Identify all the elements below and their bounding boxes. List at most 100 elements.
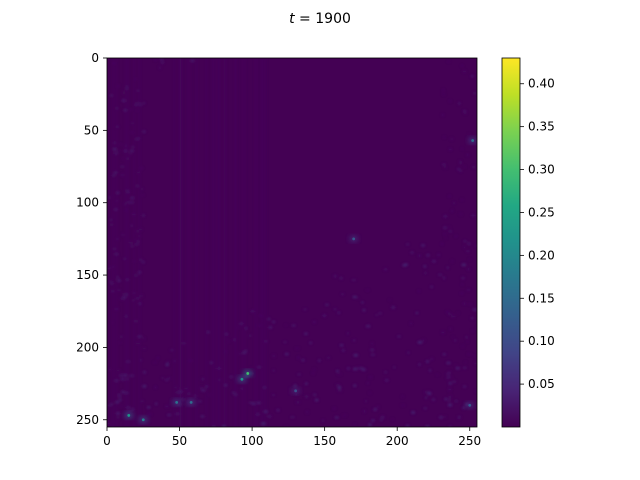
texture-speck [248, 402, 253, 404]
texture-stripe [219, 58, 221, 427]
texture-speck [143, 371, 146, 374]
texture-speck [402, 264, 407, 267]
texture-speck [417, 290, 420, 292]
texture-speck [315, 399, 319, 402]
texture-speck [467, 242, 471, 245]
texture-speck [140, 400, 144, 402]
texture-speck [362, 309, 366, 312]
texture-speck [120, 335, 123, 338]
texture-speck [256, 401, 261, 405]
texture-speck [153, 361, 157, 364]
texture-speck [155, 402, 158, 405]
texture-speck [427, 392, 432, 395]
x-tick-label: 250 [458, 434, 481, 448]
texture-speck [471, 214, 475, 217]
texture-speck [227, 340, 230, 343]
texture-speck [143, 102, 146, 105]
texture-speck [337, 311, 341, 314]
texture-speck [109, 94, 113, 97]
texture-speck [272, 394, 275, 396]
texture-speck [245, 374, 249, 378]
texture-speck [361, 301, 364, 304]
texture-speck [467, 289, 470, 291]
texture-speck [353, 354, 358, 357]
texture-speck [200, 378, 205, 381]
texture-speck [120, 372, 123, 374]
texture-speck [304, 332, 308, 335]
texture-speck [455, 400, 458, 402]
texture-speck [426, 360, 429, 363]
colorbar-frame [501, 57, 521, 428]
texture-speck [401, 404, 405, 406]
texture-speck [472, 308, 477, 311]
texture-speck [225, 333, 228, 336]
texture-speck [128, 241, 133, 244]
colorbar-gradient [502, 58, 520, 427]
texture-speck [267, 415, 272, 418]
texture-speck [233, 339, 235, 341]
texture-speck [126, 361, 131, 363]
texture-speck [217, 367, 222, 370]
texture-speck [461, 263, 466, 267]
x-tick-label: 100 [241, 434, 264, 448]
colorbar-ticks: 0.05 0.10 0.15 0.20 0.25 0.30 0.35 0.40 [520, 77, 555, 391]
texture-speck [295, 401, 300, 404]
texture-speck [135, 138, 138, 141]
texture-speck [200, 415, 205, 418]
texture-speck [119, 374, 123, 377]
hotspot-point [468, 403, 472, 407]
texture-speck [142, 337, 146, 340]
texture-speck [411, 411, 415, 414]
texture-speck [140, 294, 144, 297]
texture-speck [429, 369, 432, 372]
texture-speck [366, 382, 369, 384]
texture-speck [451, 260, 454, 263]
texture-speck [136, 229, 139, 233]
texture-speck [455, 367, 460, 370]
texture-speck [347, 367, 350, 370]
texture-speck [244, 350, 248, 352]
texture-speck [441, 331, 445, 334]
texture-speck [339, 344, 344, 347]
texture-speck [251, 402, 256, 405]
hotspot-layer [124, 137, 477, 423]
texture-speck [131, 122, 134, 124]
hotspot-point [471, 139, 475, 142]
texture-speck [118, 369, 120, 372]
texture-speck [120, 165, 124, 168]
texture-speck [114, 152, 118, 155]
texture-speck [335, 384, 340, 386]
texture-speck [437, 253, 440, 257]
texture-speck [311, 372, 315, 375]
texture-speck [120, 297, 124, 301]
texture-speck [251, 310, 254, 313]
texture-speck [131, 408, 134, 411]
texture-speck [462, 166, 466, 168]
texture-stripe [134, 58, 135, 427]
texture-speck [353, 367, 357, 371]
texture-speck [157, 357, 159, 359]
texture-speck [436, 374, 440, 376]
texture-speck [130, 245, 133, 248]
texture-speck [370, 348, 375, 351]
texture-speck [447, 400, 451, 402]
texture-speck [161, 377, 164, 379]
texture-speck [116, 191, 120, 194]
texture-speck [141, 188, 143, 190]
texture-speck [340, 293, 345, 295]
texture-speck [119, 398, 122, 402]
plot-frame [106, 57, 478, 428]
texture-speck [368, 423, 372, 426]
texture-speck [303, 308, 307, 310]
texture-speck [107, 404, 112, 407]
texture-speck [176, 391, 181, 394]
texture-speck [123, 258, 126, 260]
texture-speck [126, 201, 130, 203]
texture-speck [134, 274, 138, 276]
texture-stripe [225, 58, 226, 427]
y-axis: 0 50 100 150 200 250 [76, 51, 107, 427]
texture-speck [268, 317, 270, 321]
texture-speck [165, 379, 168, 381]
texture-speck [208, 394, 211, 396]
texture-speck [309, 342, 312, 344]
